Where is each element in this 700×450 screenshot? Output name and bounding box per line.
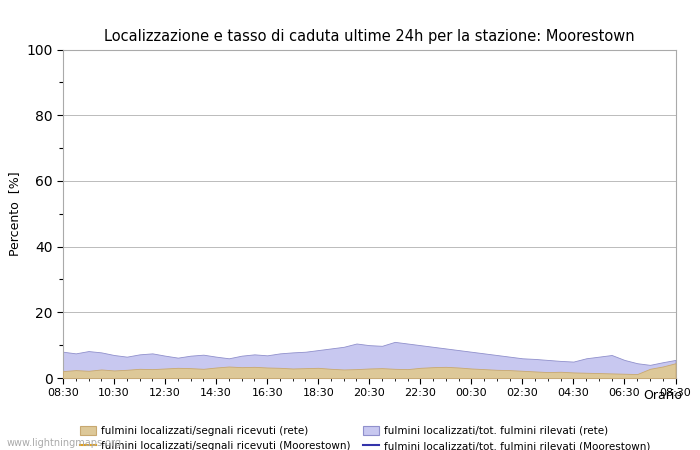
Legend: fulmini localizzati/segnali ricevuti (rete), fulmini localizzati/segnali ricevut: fulmini localizzati/segnali ricevuti (re… <box>80 426 650 450</box>
Title: Localizzazione e tasso di caduta ultime 24h per la stazione: Moorestown: Localizzazione e tasso di caduta ultime … <box>104 29 635 44</box>
Text: www.lightningmaps.org: www.lightningmaps.org <box>7 438 122 448</box>
Y-axis label: Percento  [%]: Percento [%] <box>8 171 21 256</box>
Text: Orario: Orario <box>643 389 682 402</box>
